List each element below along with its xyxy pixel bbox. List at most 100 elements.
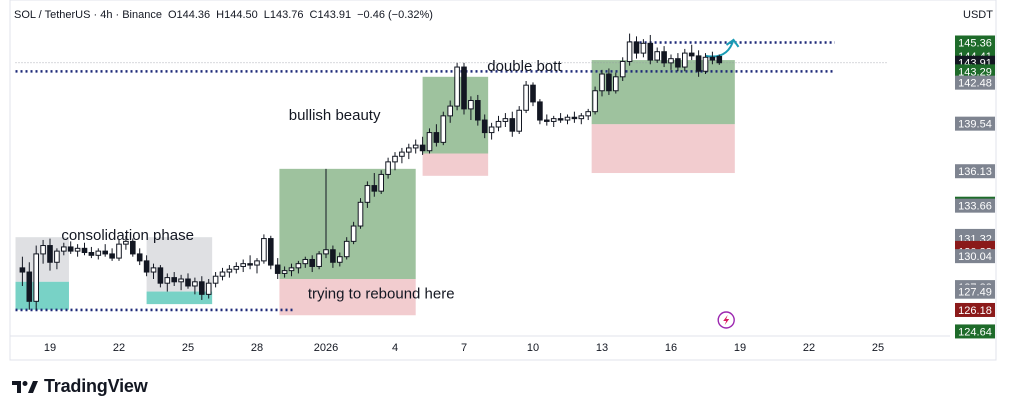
candle-body[interactable] xyxy=(585,111,592,117)
candle-body[interactable] xyxy=(61,246,67,252)
candle-body[interactable] xyxy=(261,238,267,262)
candle-body[interactable] xyxy=(150,267,157,273)
candle-body[interactable] xyxy=(385,161,391,175)
candle-body[interactable] xyxy=(171,277,177,283)
candle-body[interactable] xyxy=(564,116,571,121)
candle-body[interactable] xyxy=(254,260,260,266)
candle-body[interactable] xyxy=(102,250,109,255)
candle-body[interactable] xyxy=(406,147,412,153)
tradingview-logo[interactable]: TradingView xyxy=(12,376,148,397)
symbol-title[interactable]: SOL / TetherUS · 4h · Binance xyxy=(14,9,162,21)
candle-body[interactable] xyxy=(130,240,136,255)
price-badge-grey[interactable] xyxy=(955,75,995,90)
candle-body[interactable] xyxy=(295,263,302,269)
candle-body[interactable] xyxy=(502,118,509,122)
candle-body[interactable] xyxy=(274,264,281,274)
candle-body[interactable] xyxy=(606,73,612,92)
candle-body[interactable] xyxy=(268,238,274,266)
candle-body[interactable] xyxy=(668,58,674,64)
candle-body[interactable] xyxy=(185,278,191,287)
candle-body[interactable] xyxy=(240,263,246,267)
candle-body[interactable] xyxy=(475,100,481,121)
candle-body[interactable] xyxy=(281,270,288,274)
candle-body[interactable] xyxy=(309,258,315,267)
price-badge-grey[interactable] xyxy=(955,164,995,179)
candle-body[interactable] xyxy=(544,119,550,122)
candle-body[interactable] xyxy=(619,60,626,78)
annotation-label[interactable]: bullish beauty xyxy=(289,107,381,124)
candle-body[interactable] xyxy=(164,277,171,284)
candle-body[interactable] xyxy=(212,275,219,284)
candle-body[interactable] xyxy=(54,250,60,263)
candle-body[interactable] xyxy=(350,225,357,242)
candle-body[interactable] xyxy=(399,151,405,157)
candle-body[interactable] xyxy=(571,116,578,120)
candle-body[interactable] xyxy=(88,252,95,256)
candle-body[interactable] xyxy=(654,51,661,61)
candle-body[interactable] xyxy=(116,243,122,259)
candle-body[interactable] xyxy=(647,42,654,61)
candle-body[interactable] xyxy=(316,253,322,267)
candle-body[interactable] xyxy=(461,66,467,110)
candle-body[interactable] xyxy=(357,201,364,227)
candle-body[interactable] xyxy=(550,118,557,122)
candle-body[interactable] xyxy=(47,245,53,263)
candle-body[interactable] xyxy=(578,115,585,120)
candle-body[interactable] xyxy=(226,268,233,273)
annotation-label[interactable]: trying to rebound here xyxy=(308,286,455,303)
candle-body[interactable] xyxy=(337,256,343,263)
candle-body[interactable] xyxy=(695,55,702,72)
candle-body[interactable] xyxy=(433,132,440,143)
candle-body[interactable] xyxy=(143,260,150,273)
candle-body[interactable] xyxy=(523,84,529,111)
annotation-label[interactable]: consolidation phase xyxy=(61,227,194,244)
candle-body[interactable] xyxy=(709,56,716,61)
candle-body[interactable] xyxy=(613,76,619,92)
candle-body[interactable] xyxy=(557,118,564,121)
candle-body[interactable] xyxy=(495,120,502,128)
candle-body[interactable] xyxy=(247,263,253,266)
candle-body[interactable] xyxy=(378,173,384,192)
candle-body[interactable] xyxy=(67,246,74,252)
candle-body[interactable] xyxy=(633,41,640,54)
annotation-label[interactable]: double bott xyxy=(487,58,562,75)
price-badge-green[interactable] xyxy=(955,35,995,50)
candle-body[interactable] xyxy=(468,100,474,110)
candle-body[interactable] xyxy=(426,132,433,152)
price-badge-green[interactable] xyxy=(955,324,995,339)
candle-body[interactable] xyxy=(288,267,295,272)
candle-body[interactable] xyxy=(371,185,378,192)
target-arrow-shaft[interactable] xyxy=(705,39,735,58)
candle-body[interactable] xyxy=(537,101,543,121)
candle-body[interactable] xyxy=(675,58,681,68)
candle-body[interactable] xyxy=(26,271,33,302)
candle-body[interactable] xyxy=(192,281,198,287)
price-badge-grey[interactable] xyxy=(955,116,995,131)
candle-body[interactable] xyxy=(136,253,143,262)
candle-body[interactable] xyxy=(640,42,647,54)
candle-body[interactable] xyxy=(682,52,688,68)
candle-body[interactable] xyxy=(661,51,667,64)
candle-body[interactable] xyxy=(109,253,115,259)
candle-body[interactable] xyxy=(178,278,184,283)
candle-body[interactable] xyxy=(33,253,40,302)
candle-body[interactable] xyxy=(440,115,447,143)
candle-body[interactable] xyxy=(702,56,709,72)
candle-body[interactable] xyxy=(392,155,398,163)
candle-body[interactable] xyxy=(688,52,695,57)
candle-body[interactable] xyxy=(716,55,723,64)
candle-body[interactable] xyxy=(454,66,460,107)
candle-body[interactable] xyxy=(626,41,633,62)
candle-body[interactable] xyxy=(599,73,605,92)
candle-body[interactable] xyxy=(323,249,329,255)
candle-body[interactable] xyxy=(205,282,212,295)
candle-body[interactable] xyxy=(509,118,516,132)
candle-body[interactable] xyxy=(81,247,88,254)
candle-body[interactable] xyxy=(530,84,536,103)
candle-body[interactable] xyxy=(419,144,426,152)
candle-body[interactable] xyxy=(219,271,226,277)
candle-body[interactable] xyxy=(233,265,240,270)
candle-body[interactable] xyxy=(364,185,371,203)
candle-body[interactable] xyxy=(592,90,598,113)
